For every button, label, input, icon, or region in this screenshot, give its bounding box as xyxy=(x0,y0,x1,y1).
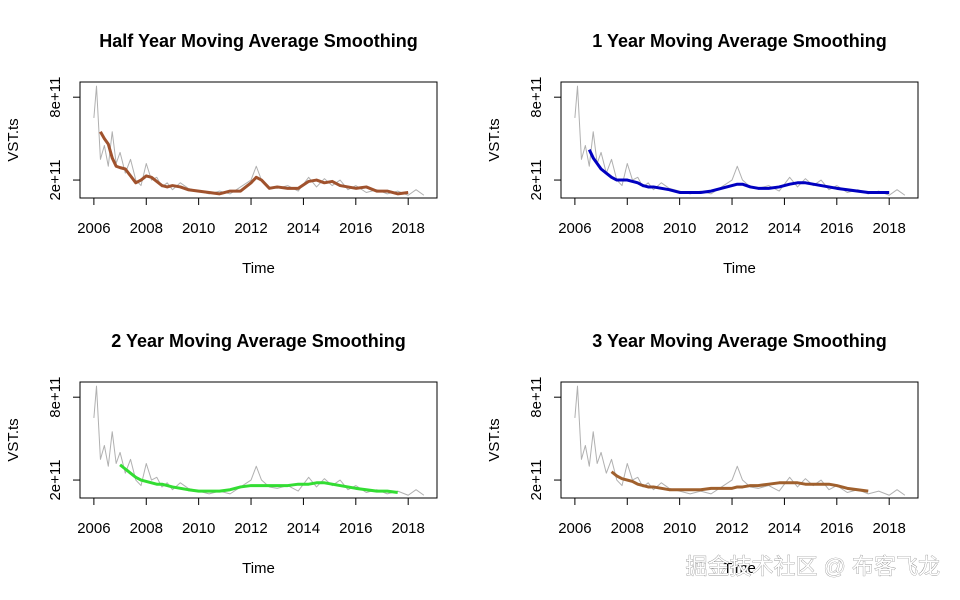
watermark: 掘金技术社区 @ 布客飞龙 xyxy=(685,554,940,579)
x-tick-label: 2008 xyxy=(130,220,163,237)
series-line xyxy=(119,463,398,494)
y-tick-label: 8e+11 xyxy=(47,77,64,118)
y-tick-label: 2e+11 xyxy=(47,160,64,201)
y-axis-label: VST.ts xyxy=(486,118,503,161)
chart-title: 1 Year Moving Average Smoothing xyxy=(592,31,886,51)
y-axis-label: VST.ts xyxy=(5,418,22,461)
series-line xyxy=(574,385,906,496)
plot-box xyxy=(560,381,919,499)
x-tick-label: 2018 xyxy=(873,520,906,537)
series-line xyxy=(610,470,869,493)
x-tick-label: 2006 xyxy=(558,220,591,237)
plot-box xyxy=(79,81,438,199)
x-tick-label: 2014 xyxy=(768,520,801,537)
x-axis-label: Time xyxy=(242,560,275,577)
y-tick-label: 8e+11 xyxy=(528,377,545,418)
x-tick-label: 2014 xyxy=(287,220,320,237)
x-tick-label: 2016 xyxy=(820,220,853,237)
x-tick-label: 2012 xyxy=(234,220,267,237)
series-line xyxy=(587,149,890,194)
x-tick-label: 2008 xyxy=(130,520,163,537)
y-tick-label: 2e+11 xyxy=(528,160,545,201)
x-tick-label: 2010 xyxy=(182,220,215,237)
plot-box xyxy=(79,381,438,499)
x-tick-label: 2016 xyxy=(820,520,853,537)
y-tick-label: 8e+11 xyxy=(528,77,545,118)
x-tick-label: 2016 xyxy=(339,220,372,237)
x-tick-label: 2014 xyxy=(287,520,320,537)
y-tick-label: 2e+11 xyxy=(47,460,64,501)
x-axis-label: Time xyxy=(723,260,756,277)
x-tick-label: 2008 xyxy=(611,520,644,537)
x-tick-label: 2012 xyxy=(715,220,748,237)
x-tick-label: 2014 xyxy=(768,220,801,237)
y-axis-label: VST.ts xyxy=(486,418,503,461)
y-axis-label: VST.ts xyxy=(5,118,22,161)
x-tick-label: 2018 xyxy=(873,220,906,237)
series-line xyxy=(93,385,425,496)
x-axis-label: Time xyxy=(242,260,275,277)
x-tick-label: 2010 xyxy=(182,520,215,537)
x-axis-label: Time xyxy=(723,560,756,577)
x-tick-label: 2012 xyxy=(715,520,748,537)
x-tick-label: 2006 xyxy=(558,520,591,537)
y-tick-label: 2e+11 xyxy=(528,460,545,501)
x-tick-label: 2018 xyxy=(392,520,425,537)
x-tick-label: 2010 xyxy=(663,520,696,537)
chart-title: Half Year Moving Average Smoothing xyxy=(99,31,417,51)
series-line xyxy=(99,130,409,196)
x-tick-label: 2012 xyxy=(234,520,267,537)
x-tick-label: 2018 xyxy=(392,220,425,237)
chart-title: 3 Year Moving Average Smoothing xyxy=(592,331,886,351)
y-tick-label: 8e+11 xyxy=(47,377,64,418)
chart-title: 2 Year Moving Average Smoothing xyxy=(111,331,405,351)
x-tick-label: 2010 xyxy=(663,220,696,237)
x-tick-label: 2006 xyxy=(77,220,110,237)
plot-box xyxy=(560,81,919,199)
x-tick-label: 2008 xyxy=(611,220,644,237)
x-tick-label: 2016 xyxy=(339,520,372,537)
x-tick-label: 2006 xyxy=(77,520,110,537)
